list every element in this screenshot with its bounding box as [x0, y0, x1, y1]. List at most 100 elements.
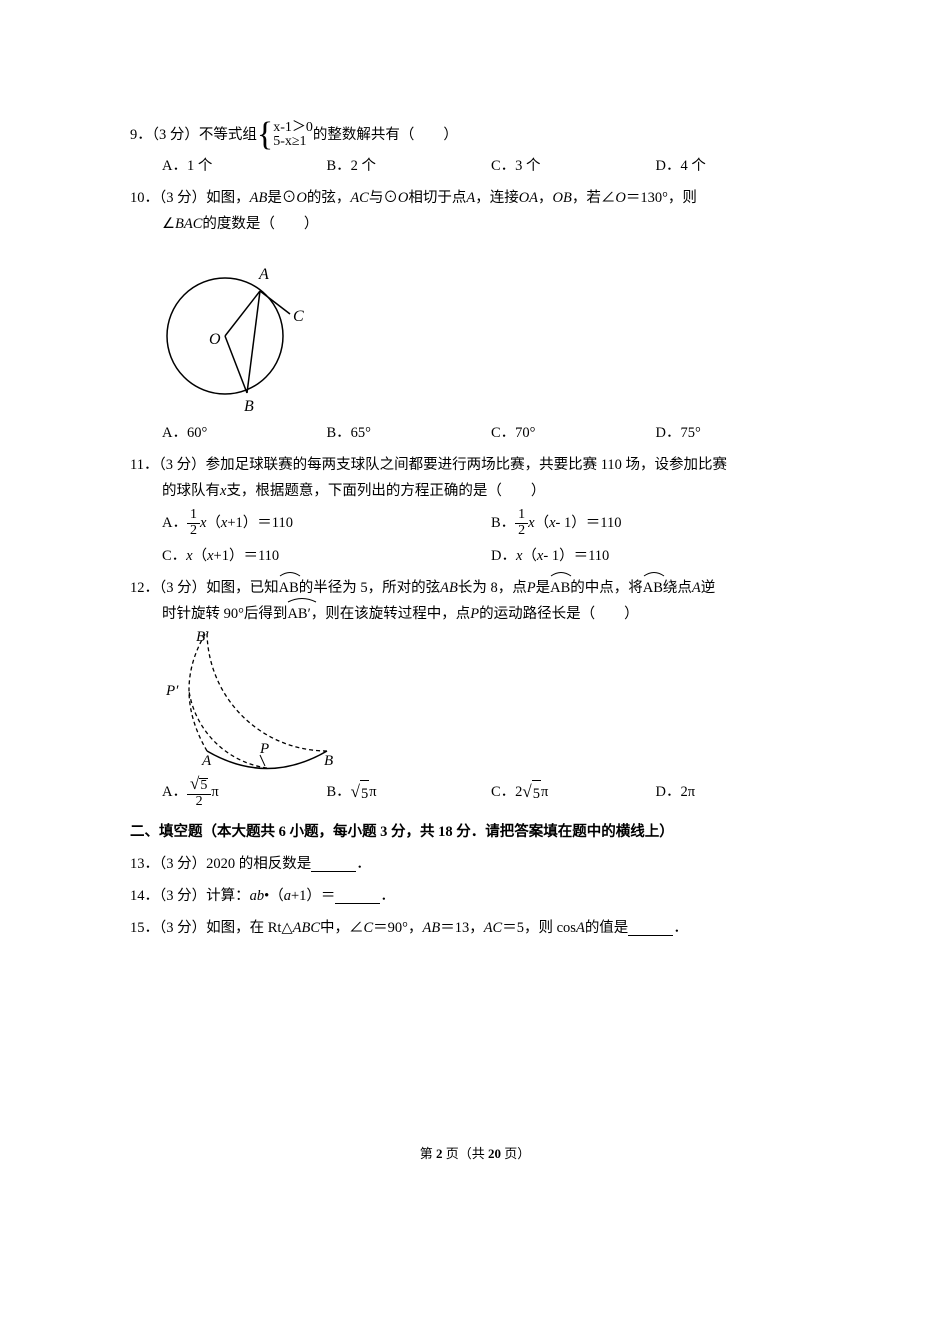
q9-sys-bot: 5-x≥1 [273, 135, 313, 150]
q11-A-pre: A． [162, 510, 187, 536]
q10-OB: OB [553, 185, 572, 211]
q10-options: A．60° B．65° C．70° D．75° [162, 420, 820, 446]
question-10-stem-2: ∠ BAC 的度数是（ ） [162, 211, 820, 237]
q9-opt-d: D．4 个 [656, 153, 821, 179]
q10-t7: ，若∠ [572, 185, 616, 211]
q15-a: 15．（3 分）如图，在 Rt△ [130, 915, 293, 941]
fig-label-B: B [244, 398, 254, 415]
q12-t5: 的中点，将 [570, 575, 643, 601]
q10-t2: 是⊙ [267, 185, 296, 211]
q12-A-num: √5 [187, 775, 211, 795]
q12-A: A [692, 575, 701, 601]
q12-t1: 12．（3 分）如图，已知 [130, 575, 279, 601]
q12-A-pi: π [211, 779, 218, 805]
arc-AB-3-text: AB [643, 580, 663, 596]
q10-BAC: BAC [175, 211, 202, 237]
q12-line1: 12．（3 分）如图，已知 AB 的半径为 5，所对的弦 AB 长为 8，点 P… [130, 575, 820, 601]
q9-system: x-1＞0 5-x≥1 [273, 121, 313, 150]
arc-AB-3: AB [643, 575, 663, 601]
q15-b: 中，∠ [320, 915, 364, 941]
q15-A: A [576, 915, 585, 941]
q12-l2b: ，则在该旋转过程中，点 [311, 601, 471, 627]
q13-b: ． [356, 851, 371, 877]
q14-a2: a [284, 883, 291, 909]
q15-f: 的值是 [585, 915, 629, 941]
q11-line1: 11．（3 分）参加足球联赛的每两支球队之间都要进行两场比赛，共要比赛 110 … [130, 452, 820, 478]
num-1b: 1 [515, 508, 528, 524]
arc-rotation-diagram: A B P B′ P′ [162, 631, 362, 771]
brace-icon: { [257, 120, 273, 151]
q10-l2b: 的度数是（ ） [202, 211, 318, 237]
q12-P: P [527, 575, 536, 601]
q11-B-post: （ [535, 510, 550, 536]
q10-figure: A C O B [162, 241, 820, 416]
q10-t6: ，连接 [475, 185, 519, 211]
q10-AB: AB [250, 185, 268, 211]
q13-blank [311, 857, 356, 873]
q12-A-den: 2 [193, 795, 206, 810]
den-2a: 2 [187, 524, 200, 539]
q10-opt-b: B．65° [327, 420, 492, 446]
footer-c: 页） [504, 1146, 530, 1161]
question-9: 9．（3 分）不等式组 { x-1＞0 5-x≥1 的整数解共有（ ） A．1 … [130, 120, 820, 179]
q12-AB: AB [440, 575, 458, 601]
q11-D-post2: - 1）＝110 [543, 543, 609, 569]
arc-AB-1-text: AB [279, 580, 299, 596]
q12-line2: 时针旋转 90°后得到 AB′ ，则在该旋转过程中，点 P 的运动路径长是（ ） [162, 601, 820, 627]
q11-B-pre: B． [491, 510, 515, 536]
q15-AC: AC [484, 915, 503, 941]
fig-label-A: A [258, 266, 269, 283]
question-10: 10．（3 分）如图， AB 是⊙ O 的弦， AC 与⊙ O 相切于点 A ，… [130, 185, 820, 446]
q15-AB: AB [422, 915, 440, 941]
question-13: 13．（3 分）2020 的相反数是 ． [130, 851, 820, 877]
q10-t3: 的弦， [307, 185, 351, 211]
q12-P2: P [470, 601, 479, 627]
num-1a: 1 [187, 508, 200, 524]
q12-l2a: 时针旋转 90°后得到 [162, 601, 287, 627]
q11-C-post: （ [193, 543, 208, 569]
fig-B: B [324, 753, 333, 769]
q12-t7: 逆 [701, 575, 716, 601]
q11-line2: 的球队有 x 支，根据题意，下面列出的方程正确的是（ ） [162, 478, 820, 504]
den-2b: 2 [515, 524, 528, 539]
fig-Pp: P′ [165, 683, 179, 699]
q12-l2c: 的运动路径长是（ ） [479, 601, 639, 627]
frac-half-a: 1 2 [187, 508, 200, 538]
footer-a: 第 [420, 1146, 436, 1161]
q12-B-sqrt: √5 [351, 777, 370, 808]
q10-A: A [466, 185, 475, 211]
frac-half-b: 1 2 [515, 508, 528, 538]
fig-label-C: C [293, 308, 304, 325]
q9-opt-a: A．1 个 [162, 153, 327, 179]
q11-D-post: （ [522, 543, 537, 569]
q15-blank [628, 921, 673, 937]
arc-ABp-text: AB′ [287, 606, 310, 622]
q10-l2a: ∠ [162, 211, 175, 237]
q12-t3: 长为 8，点 [458, 575, 527, 601]
q10-O1: O [296, 185, 306, 211]
q14-b: ． [380, 883, 395, 909]
q12-t2: 的半径为 5，所对的弦 [299, 575, 440, 601]
q12-figure: A B P B′ P′ [162, 631, 820, 771]
question-12: 12．（3 分）如图，已知 AB 的半径为 5，所对的弦 AB 长为 8，点 P… [130, 575, 820, 810]
q10-opt-d: D．75° [656, 420, 821, 446]
q10-AC: AC [350, 185, 369, 211]
q11-opt-b: B． 1 2 x （ x - 1）＝110 [491, 508, 820, 538]
fig-P: P [259, 741, 269, 757]
q10-opt-a: A．60° [162, 420, 327, 446]
q12-A-frac: √5 2 [187, 775, 211, 809]
q11-C-post2: +1）＝110 [214, 543, 280, 569]
footer-pg: 2 [436, 1146, 443, 1161]
fig-Bp: B′ [196, 631, 209, 645]
q10-comma: ， [538, 185, 553, 211]
question-11: 11．（3 分）参加足球联赛的每两支球队之间都要进行两场比赛，共要比赛 110 … [130, 452, 820, 569]
question-9-stem: 9．（3 分）不等式组 { x-1＞0 5-x≥1 的整数解共有（ ） [130, 120, 820, 151]
q11-opt-c: C． x （ x +1）＝110 [162, 543, 491, 569]
page-footer: 第 2 页（共 20 页） [130, 1142, 820, 1165]
q12-options: A． √5 2 π B． √5 π C．2 √5 π D．2π [162, 775, 820, 809]
fig-A: A [201, 753, 212, 769]
q9-opt-c: C．3 个 [491, 153, 656, 179]
q14-ab: ab [250, 883, 265, 909]
q15-c: ＝90°， [373, 915, 422, 941]
q12-t6: 绕点 [663, 575, 692, 601]
